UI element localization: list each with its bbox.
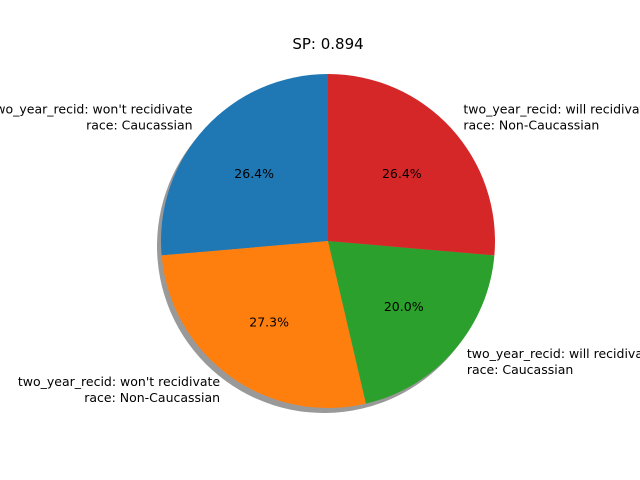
pie-percent-label: 20.0% [384, 299, 424, 314]
pie-slice [328, 241, 495, 404]
pie-slice [161, 241, 366, 408]
pie-category-label-line: race: Non-Caucassian [463, 117, 599, 132]
pie-category-label: two_year_recid: won't recidivate race: Ca… [0, 101, 193, 132]
pie-category-label: two_year_recid: will recidivate race: Cau… [467, 346, 640, 377]
pie-slice [328, 74, 495, 256]
pie-category-label-line: race: Non-Caucassian [84, 390, 220, 405]
pie-category-label-line: race: Caucassian [467, 362, 573, 377]
pie-slice [160, 74, 328, 256]
pie-percent-labels: 26.4% 27.3% 20.0% 26.4% [234, 166, 423, 330]
pie-category-label-line: two_year_recid: won't recidivate [0, 101, 193, 116]
pie-category-label-line: two_year_recid: won't recidivate [18, 374, 221, 389]
chart-title: SP: 0.894 [292, 35, 363, 53]
pie-percent-label: 26.4% [382, 166, 422, 181]
pie-category-label: two_year_recid: will recidivate race: Non… [463, 101, 640, 132]
pie-percent-label: 26.4% [234, 166, 274, 181]
pie-percent-label: 27.3% [249, 315, 289, 330]
pie-category-labels: two_year_recid: won't recidivate race: Ca… [0, 101, 640, 405]
pie-slices [160, 74, 495, 408]
pie-category-label-line: two_year_recid: will recidivate [463, 101, 640, 116]
pie-category-label: two_year_recid: won't recidivate race: No… [18, 374, 221, 405]
pie-category-label-line: two_year_recid: will recidivate [467, 346, 640, 361]
pie-category-label-line: race: Caucassian [86, 117, 192, 132]
